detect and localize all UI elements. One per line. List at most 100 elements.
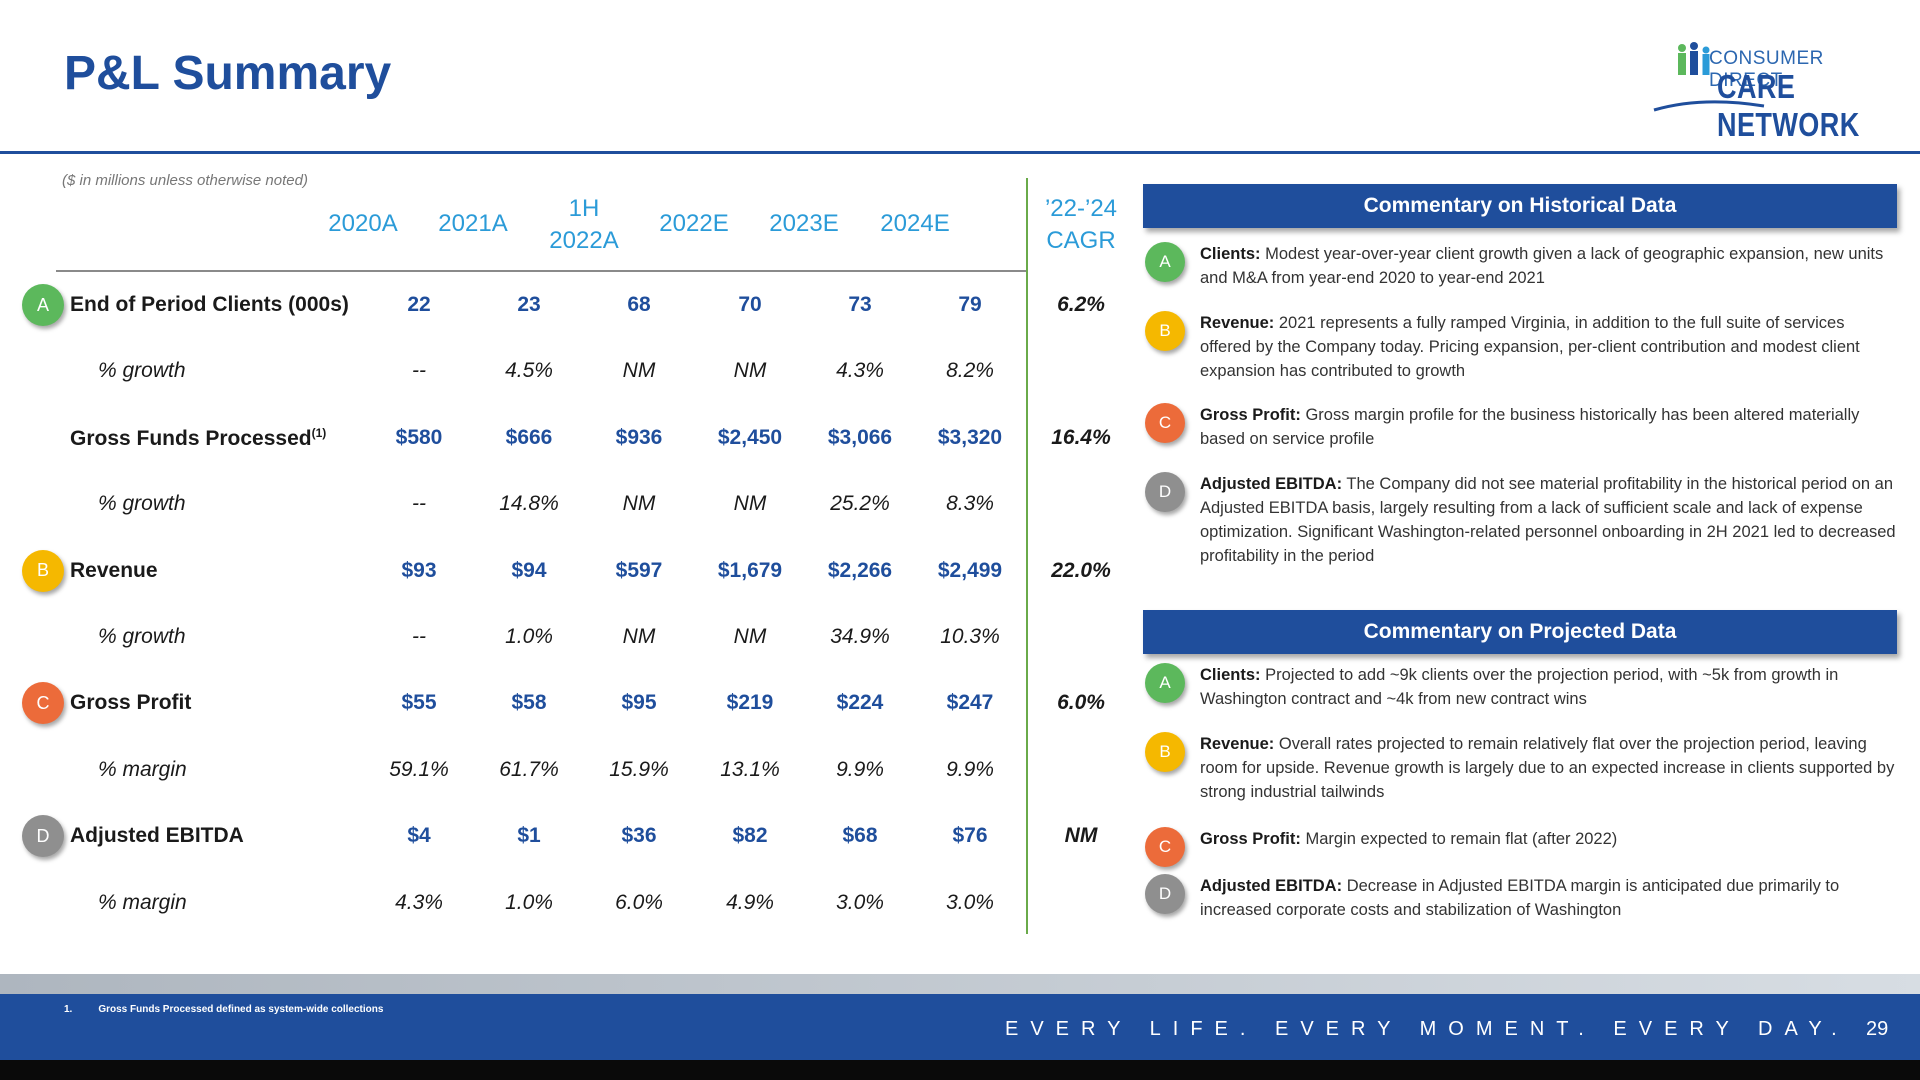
table-cell: -- bbox=[412, 625, 426, 648]
table-cell: $1 bbox=[517, 824, 541, 848]
cagr-cell: 16.4% bbox=[1051, 425, 1111, 449]
table-row: Gross Funds Processed(1) $580 $666 $936 $2,4… bbox=[0, 418, 1111, 458]
table-cell: 4.5% bbox=[505, 359, 553, 383]
row-label: % margin bbox=[98, 758, 187, 782]
row-label-text: % margin bbox=[98, 890, 187, 914]
commentary-badge: C bbox=[1145, 827, 1185, 867]
table-cell: $580 bbox=[395, 425, 443, 449]
table-cell: 8.2% bbox=[946, 359, 994, 383]
table-row: % growth -- 4.5% NM NM 4.3% 8.2% bbox=[0, 351, 1100, 391]
logo-text-top: CONSUMER DIRECT bbox=[1709, 48, 1824, 91]
commentary-term: Revenue: bbox=[1200, 735, 1275, 753]
page-number: 29 bbox=[1866, 1018, 1889, 1040]
commentary-term: Clients: bbox=[1200, 245, 1261, 263]
commentary-badge: A bbox=[1145, 242, 1185, 282]
commentary-body: Projected to add ~9k clients over the pr… bbox=[1200, 666, 1839, 708]
table-cell: 14.8% bbox=[499, 492, 559, 516]
table-cell: 10.3% bbox=[940, 625, 1000, 648]
table-cell: $4 bbox=[407, 824, 431, 848]
table-cell: 1.0% bbox=[505, 890, 553, 914]
table-cell: $94 bbox=[511, 558, 547, 582]
table-cell: $936 bbox=[615, 425, 663, 449]
commentary-term: Revenue: bbox=[1200, 314, 1275, 332]
table-cell: NM bbox=[622, 492, 656, 516]
row-label: Gross Funds Processed(1) bbox=[70, 426, 326, 451]
table-cell: 9.9% bbox=[946, 757, 994, 781]
table-cell: $219 bbox=[726, 691, 774, 715]
commentary-badge: D bbox=[1145, 874, 1185, 914]
cagr-cell: 6.2% bbox=[1057, 293, 1105, 316]
table-row: A End of Period Clients (000s) 22 23 68 70 73 7… bbox=[0, 284, 1105, 326]
table-cell: 23 bbox=[517, 293, 541, 316]
row-label: % growth bbox=[98, 359, 186, 383]
table-cell: $95 bbox=[621, 691, 657, 715]
table-cell: NM bbox=[733, 492, 767, 516]
row-label: Gross Profit bbox=[70, 691, 191, 715]
row-label: End of Period Clients (000s) bbox=[70, 293, 349, 317]
table-cell: 73 bbox=[848, 293, 872, 316]
column-header-line: 2024E bbox=[880, 210, 950, 237]
column-header-line: 2020A bbox=[328, 210, 398, 237]
row-badge: A bbox=[22, 284, 64, 326]
table-cell: NM bbox=[622, 359, 656, 383]
footer-bar bbox=[0, 994, 1920, 1060]
table-cell: 4.3% bbox=[395, 890, 443, 914]
table-cell: $666 bbox=[505, 425, 553, 449]
row-label-text: % growth bbox=[98, 492, 186, 516]
table-row: D Adjusted EBITDA $4 $1 $36 $82 $68 $76 NM bbox=[0, 815, 1100, 858]
commentary-badge: B bbox=[1145, 311, 1185, 351]
column-header-line: 2021A bbox=[438, 210, 508, 237]
row-label: Revenue bbox=[70, 559, 158, 583]
table-cell: $93 bbox=[401, 558, 437, 582]
row-label-text: % growth bbox=[98, 625, 186, 648]
row-badge: D bbox=[22, 815, 64, 858]
table-cell: 6.0% bbox=[615, 890, 663, 914]
table-cell: $36 bbox=[621, 824, 657, 848]
table-cell: $58 bbox=[511, 691, 547, 715]
row-label-text: Revenue bbox=[70, 558, 158, 582]
table-cell: $597 bbox=[615, 558, 663, 582]
table-cell: $224 bbox=[836, 691, 884, 715]
table-cell: 68 bbox=[627, 293, 651, 316]
table-cell: 3.0% bbox=[836, 890, 884, 914]
row-label-text: % margin bbox=[98, 757, 187, 781]
commentary-text: Gross Profit: Gross margin profile for t… bbox=[1200, 403, 1900, 451]
table-row: % growth -- 14.8% NM NM 25.2% 8.3% bbox=[0, 484, 1100, 524]
table-cell: 4.9% bbox=[726, 890, 774, 914]
footnote-ref: (1) bbox=[311, 425, 327, 440]
table-cell: 59.1% bbox=[389, 757, 449, 781]
table-row: % margin 4.3% 1.0% 6.0% 4.9% 3.0% 3.0% bbox=[0, 883, 1100, 923]
table-cell: 70 bbox=[738, 293, 762, 316]
commentary-body: The Company did not see material profita… bbox=[1200, 475, 1896, 565]
table-cell: -- bbox=[412, 492, 426, 516]
table-cell: $82 bbox=[732, 824, 768, 848]
column-header-line: 2023E bbox=[769, 210, 839, 237]
column-header: 2022E bbox=[639, 208, 749, 240]
cagr-cell: NM bbox=[1064, 824, 1098, 848]
row-badge: B bbox=[22, 549, 64, 592]
commentary-badge: A bbox=[1145, 663, 1185, 703]
table-row: B Revenue $93 $94 $597 $1,679 $2,266 $2,499 22.0… bbox=[0, 549, 1111, 592]
row-label-text: End of Period Clients (000s) bbox=[70, 293, 349, 316]
commentary-badge: D bbox=[1145, 472, 1185, 512]
table-cell: $55 bbox=[401, 691, 437, 715]
column-header: ’22-’24 CAGR bbox=[1026, 193, 1136, 257]
table-cell: $68 bbox=[842, 824, 878, 848]
table-cell: $2,499 bbox=[937, 558, 1003, 582]
projected-commentary-heading: Commentary on Projected Data bbox=[1143, 610, 1897, 654]
row-badge: C bbox=[22, 682, 64, 725]
logo-text-main: CARE NETWORK bbox=[1717, 68, 1860, 143]
commentary-term: Gross Profit: bbox=[1200, 406, 1301, 424]
commentary-text: Adjusted EBITDA: The Company did not see… bbox=[1200, 472, 1900, 568]
commentary-text: Revenue: 2021 represents a fully ramped … bbox=[1200, 311, 1900, 383]
logo-swoosh-icon bbox=[1653, 100, 1765, 112]
commentary-body: 2021 represents a fully ramped Virginia,… bbox=[1200, 314, 1860, 380]
bottom-strip bbox=[0, 1060, 1920, 1080]
table-cell: 8.3% bbox=[946, 492, 994, 516]
table-header-divider bbox=[56, 270, 1026, 272]
commentary-term: Adjusted EBITDA: bbox=[1200, 475, 1343, 493]
table-cell: $247 bbox=[946, 691, 994, 715]
commentary-body: Overall rates projected to remain relati… bbox=[1200, 735, 1895, 801]
company-logo: CONSUMER DIRECT CARE NETWORK bbox=[1652, 40, 1902, 143]
row-label-text: % growth bbox=[98, 359, 186, 383]
